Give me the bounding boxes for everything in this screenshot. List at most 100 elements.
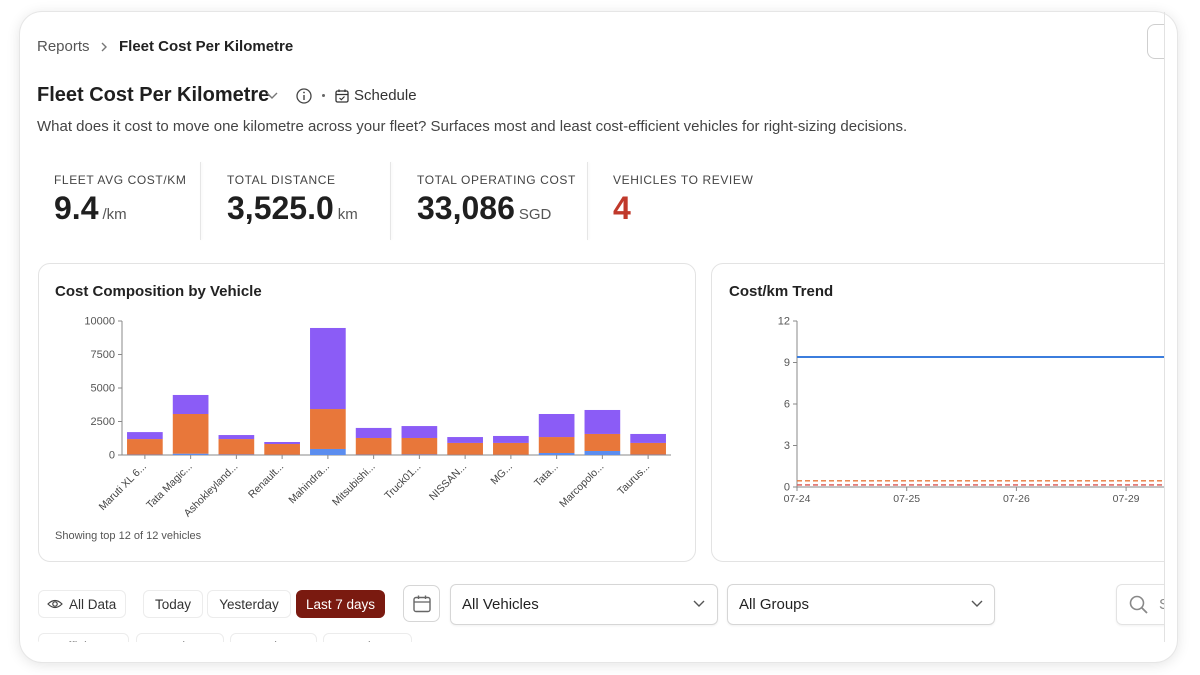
x-tick-label: Mitsubishi... (330, 461, 378, 509)
bar-segment (493, 442, 529, 455)
breadcrumb-current: Fleet Cost Per Kilometre (119, 38, 294, 55)
eye-icon (47, 599, 63, 609)
y-tick-label: 12 (778, 316, 790, 328)
search-input[interactable]: S (1116, 584, 1164, 625)
y-tick-label: 0 (784, 482, 790, 494)
bar-segment (584, 409, 621, 434)
charts: 0 2500 5000 7500 10000 Maruti XL 6...Tata Mag… (84, 316, 1164, 519)
range-button-active[interactable]: Last 7 days (296, 590, 385, 618)
kpi-value: 33,086 (417, 190, 515, 226)
calendar-button[interactable] (403, 585, 440, 622)
kpi-label: TOTAL OPERATING COST (417, 173, 576, 187)
top-right-button[interactable] (1147, 24, 1164, 59)
group-select[interactable]: All Groups (727, 584, 995, 625)
schedule-icon (335, 89, 349, 103)
y-tick-label: 0 (109, 450, 115, 462)
view-label: All Data (69, 597, 117, 612)
kpi-separator (587, 162, 588, 240)
x-tick-label: 07-26 (1003, 493, 1030, 505)
x-tick-label: Marcopolo... (557, 461, 606, 510)
report-title: Fleet Cost Per Kilometre (37, 84, 270, 106)
bar-segment (264, 442, 300, 445)
bar-segment (538, 413, 575, 438)
bar-segment (310, 409, 346, 449)
kpi-value-group: 9.4/km (54, 190, 127, 227)
select-chevron (693, 600, 705, 607)
kpi-label: FLEET AVG COST/KM (54, 173, 187, 187)
bar-segment (355, 427, 392, 438)
kpi-unit: SGD (518, 206, 552, 223)
x-tick-label: Mahindra... (286, 461, 332, 507)
bar-segment (355, 437, 392, 455)
bar-segment (218, 454, 255, 455)
viewport: Reports Fleet Cost Per Kilometre Fleet C… (37, 12, 1165, 642)
chip-label: Replace (344, 639, 392, 642)
vehicle-select-label: All Vehicles (462, 596, 539, 613)
kpi-separator (390, 162, 391, 240)
title-dropdown[interactable] (265, 90, 279, 102)
y-tick-label: 5000 (91, 383, 115, 395)
select-chevron (971, 600, 983, 607)
bar-segment (310, 448, 346, 455)
kpi-value-group: 33,086 SGD (417, 190, 551, 227)
chart-title: Cost/km Trend (729, 283, 834, 300)
status-chip[interactable]: Monitor 1 (136, 633, 224, 642)
bar-segment (538, 452, 575, 455)
bar-segment (310, 327, 346, 410)
y-tick-label: 2500 (91, 416, 115, 428)
bar-segment (630, 433, 666, 443)
range-button[interactable]: Yesterday (207, 590, 291, 618)
x-tick-label: NISSAN... (427, 461, 469, 503)
bar-segment (264, 444, 300, 455)
x-tick-label: Taurus... (615, 461, 652, 498)
bar-segment (493, 435, 529, 443)
y-tick-label: 3 (784, 440, 790, 452)
bar-segment (447, 442, 483, 455)
kpi-value-group: 3,525.0 km (227, 190, 358, 227)
status-chip[interactable]: Replace 1 (323, 633, 412, 642)
chip-count: 1 (397, 639, 404, 642)
bar-segment (127, 439, 163, 455)
kpi-value: 9.4 (54, 190, 99, 226)
x-tick-label: 07-25 (893, 493, 920, 505)
kpi-label: VEHICLES TO REVIEW (613, 173, 754, 187)
bar-segment (172, 413, 209, 454)
chip-label: Review (251, 639, 294, 642)
x-tick-label: Truck01... (382, 461, 423, 502)
bar-segment (447, 437, 483, 443)
vehicle-select[interactable]: All Vehicles (450, 584, 718, 625)
kpi-value: 3,525.0 (227, 190, 334, 226)
x-tick-label: Tata Magic... (144, 461, 195, 512)
bar-segment (218, 435, 255, 440)
bar-segment (630, 442, 666, 455)
status-chip[interactable]: Efficient 7 (38, 633, 129, 642)
bar-segment (538, 437, 575, 453)
y-tick-label: 9 (784, 357, 790, 369)
chip-count: 7 (110, 639, 117, 642)
kpi-unit: km (337, 206, 358, 223)
x-tick-label: MG... (488, 461, 515, 488)
report-description: What does it cost to move one kilometre … (37, 118, 908, 135)
x-tick-label: Renault... (246, 461, 286, 501)
chip-label: Efficient (59, 639, 105, 642)
status-chip[interactable]: Review 3 (230, 633, 317, 642)
bar-segment (584, 433, 621, 451)
bar-segment (127, 432, 163, 440)
chip-label: Monitor (157, 639, 200, 642)
chart-card (711, 263, 1164, 562)
kpi-value: 4 (613, 190, 631, 226)
range-button[interactable]: Today (143, 590, 203, 618)
y-tick-label: 7500 (91, 349, 115, 361)
schedule-button[interactable]: Schedule (354, 87, 417, 104)
info-icon[interactable] (295, 87, 313, 105)
search-placeholder: S (1159, 596, 1164, 613)
group-select-label: All Groups (739, 596, 810, 613)
bar-segment (401, 437, 438, 455)
bar-segment (172, 394, 209, 414)
separator-dot (322, 94, 325, 97)
breadcrumb-parent[interactable]: Reports (37, 38, 90, 55)
kpi-label: TOTAL DISTANCE (227, 173, 336, 187)
x-tick-label: Maruti XL 6... (97, 461, 149, 513)
chart-title: Cost Composition by Vehicle (55, 283, 262, 300)
